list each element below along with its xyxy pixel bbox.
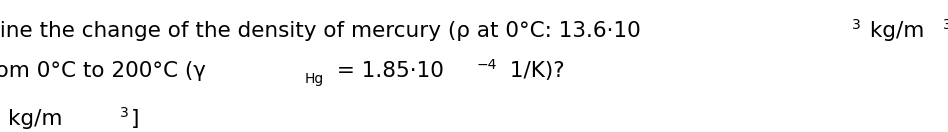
- Text: 3: 3: [942, 18, 948, 32]
- Text: kg/m: kg/m: [864, 21, 924, 41]
- Text: = 1.85·10: = 1.85·10: [330, 61, 444, 81]
- Text: [Δρ = -485.2 kg/m: [Δρ = -485.2 kg/m: [0, 109, 62, 129]
- Text: −4: −4: [477, 58, 497, 72]
- Text: 3: 3: [120, 106, 129, 120]
- Text: Determine the change of the density of mercury (ρ at 0°C: 13.6·10: Determine the change of the density of m…: [0, 21, 641, 41]
- Text: 1/K)?: 1/K)?: [503, 61, 565, 81]
- Text: ]: ]: [131, 109, 139, 129]
- Text: heated up from 0°C to 200°C (γ: heated up from 0°C to 200°C (γ: [0, 61, 206, 81]
- Text: 3: 3: [852, 18, 861, 32]
- Text: Hg: Hg: [305, 72, 324, 86]
